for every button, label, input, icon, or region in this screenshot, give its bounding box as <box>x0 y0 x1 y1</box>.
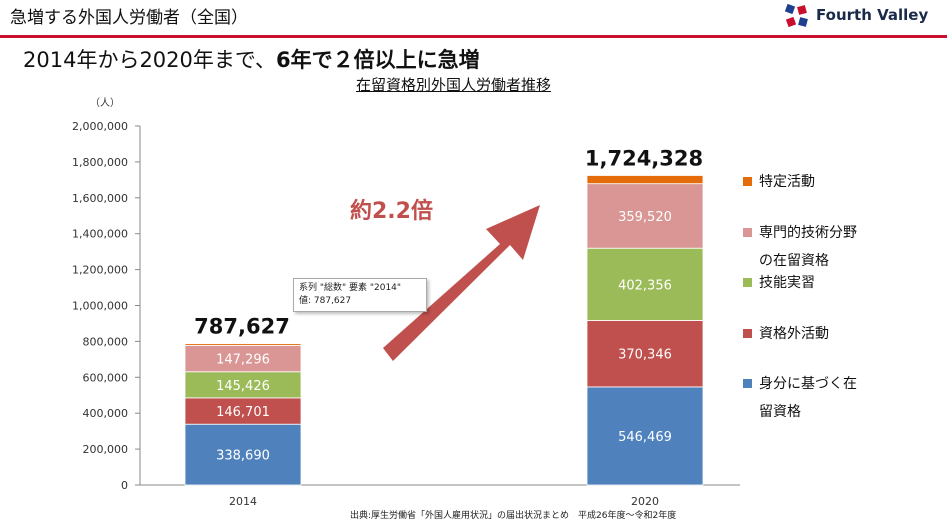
logo-icon <box>784 3 808 28</box>
data-label: 402,356 <box>618 278 672 293</box>
data-label: 146,701 <box>216 405 270 420</box>
legend-label-line: の在留資格 <box>759 253 829 269</box>
data-label: 145,426 <box>216 379 270 394</box>
legend-label-line: 留資格 <box>759 404 801 420</box>
legend-swatch <box>743 228 752 237</box>
header-divider <box>0 35 947 38</box>
y-axis-label: （人） <box>90 97 120 109</box>
data-label: 338,690 <box>216 449 270 464</box>
bar-segment <box>184 423 302 486</box>
y-tick-label: 1,000,000 <box>72 300 128 313</box>
y-tick-label: 1,200,000 <box>72 264 128 277</box>
legend-label: 技能実習 <box>759 271 815 295</box>
growth-arrow <box>383 205 540 361</box>
legend-label-line: 技能実習 <box>759 275 815 291</box>
bar-segment <box>586 183 704 249</box>
legend-label: 資格外活動 <box>759 322 829 346</box>
y-tick-label: 2,000,000 <box>72 120 128 133</box>
y-tick-label: 1,400,000 <box>72 228 128 241</box>
brand-name: Fourth Valley <box>816 6 929 24</box>
bar-segment <box>184 343 302 346</box>
total-label: 787,627 <box>194 315 290 339</box>
y-tick-label: 0 <box>121 479 128 492</box>
legend-label-line: 資格外活動 <box>759 326 829 342</box>
headline: 2014年から2020年まで、6年で２倍以上に急増 <box>23 44 480 74</box>
bar-segment <box>184 344 302 373</box>
legend-label-line: 特定活動 <box>759 174 815 190</box>
headline-part2: 6年で２倍以上に急増 <box>276 48 480 72</box>
bar-segment <box>586 320 704 388</box>
data-label: 147,296 <box>216 353 270 368</box>
data-label: 546,469 <box>618 430 672 445</box>
y-tick-label: 200,000 <box>83 443 129 456</box>
y-tick-label: 1,600,000 <box>72 192 128 205</box>
source-note: 出典:厚生労働省「外国人雇用状況」の届出状況まとめ 平成26年度～令和2年度 <box>350 511 677 521</box>
growth-callout: 約2.2倍 <box>350 198 433 224</box>
y-tick-label: 600,000 <box>83 371 129 384</box>
bar-segment <box>184 371 302 399</box>
bar-segment <box>586 247 704 321</box>
y-tick-label: 1,800,000 <box>72 156 128 169</box>
data-label: 359,520 <box>618 210 672 225</box>
legend-label-line: 専門的技術分野 <box>759 225 857 241</box>
bar-segment <box>586 175 704 185</box>
total-label: 1,724,328 <box>585 146 703 170</box>
legend-swatch <box>743 177 752 186</box>
legend-label: 特定活動 <box>759 170 815 194</box>
bar-segment <box>586 386 704 486</box>
y-tick-label: 800,000 <box>83 335 129 348</box>
page-title: 急増する外国人労働者（全国） <box>10 8 248 28</box>
legend-label-line: 身分に基づく在 <box>759 376 857 392</box>
bar-segment <box>184 397 302 425</box>
headline-part1: 2014年から2020年まで、 <box>23 48 277 72</box>
tooltip-value: 値: 787,627 <box>299 296 352 306</box>
legend-label: 専門的技術分野 の在留資格 <box>759 221 857 273</box>
legend-swatch <box>743 379 752 388</box>
x-tick-label: 2014 <box>229 495 257 508</box>
data-label: 370,346 <box>618 348 672 363</box>
legend-swatch <box>743 278 752 287</box>
chart-tooltip: 系列 "総数" 要素 "2014" 値: 787,627 <box>293 278 427 312</box>
y-tick-label: 400,000 <box>83 407 129 420</box>
chart-title: 在留資格別外国人労働者推移 <box>356 76 552 94</box>
tooltip-series: 系列 "総数" 要素 "2014" <box>299 283 402 293</box>
legend-label: 身分に基づく在 留資格 <box>759 372 857 424</box>
x-tick-label: 2020 <box>631 495 659 508</box>
legend-swatch <box>743 329 752 338</box>
brand-logo: Fourth Valley <box>783 2 943 30</box>
